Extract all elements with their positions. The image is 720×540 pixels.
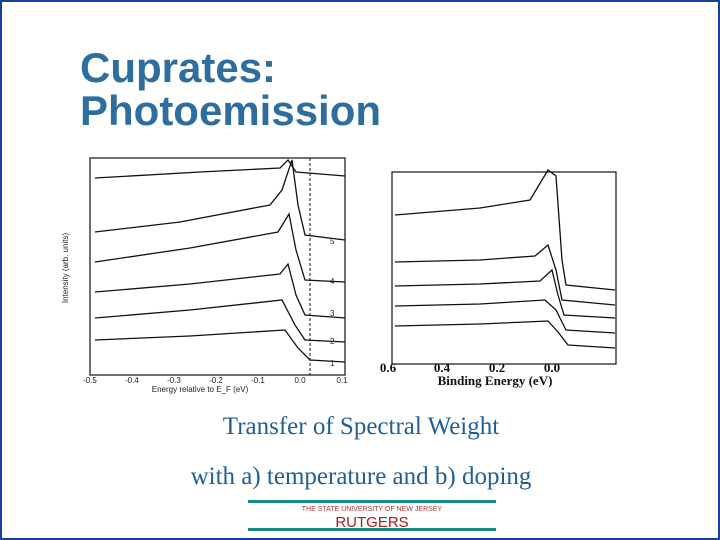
y-axis-label: Intensity (arb. units)	[61, 233, 70, 304]
plot-frame	[391, 171, 617, 365]
x-tick-label: 0.6	[380, 360, 397, 375]
spectrum	[394, 243, 616, 306]
title-line: Photoemission	[80, 87, 381, 134]
caption: Transfer of Spectral Weight	[223, 413, 499, 440]
rutgers-logo: THE STATE UNIVERSITY OF NEW JERSEY RUTGE…	[248, 500, 496, 531]
logo-tagline: THE STATE UNIVERSITY OF NEW JERSEY	[302, 506, 443, 513]
x-tick-label: -0.5	[83, 376, 97, 385]
x-axis-label: Binding Energy (eV)	[438, 373, 553, 388]
spectrum	[394, 268, 616, 319]
spectrum	[394, 169, 616, 291]
x-tick-label: -0.2	[209, 376, 223, 385]
spectrum	[394, 299, 616, 334]
x-tick-label: -0.4	[125, 376, 139, 385]
x-axis-label: Energy relative to E_F (eV)	[152, 385, 249, 394]
figure-a: Intensity (arb. units) 5 4 3 2 1 -0.5 -0…	[61, 157, 348, 394]
spectrum	[394, 320, 616, 349]
logo-rule	[248, 528, 496, 531]
logo-name: RUTGERS	[335, 514, 408, 531]
curve-label: 2	[330, 337, 335, 346]
curve-label: 4	[330, 277, 335, 286]
x-tick-label: 0.1	[336, 376, 348, 385]
x-tick-label: 0.0	[544, 360, 560, 375]
spectrum	[94, 262, 346, 319]
spectrum	[94, 159, 346, 241]
spectrum	[94, 158, 346, 179]
spectrum	[94, 212, 346, 283]
spectrum	[94, 329, 346, 363]
spectrum	[94, 299, 346, 343]
title-line: Cuprates:	[80, 44, 276, 91]
x-tick-label: 0.4	[434, 360, 451, 375]
plot-frame	[89, 157, 346, 376]
x-tick-label: -0.3	[167, 376, 181, 385]
curve-label: 1	[330, 359, 335, 368]
x-tick-label: 0.2	[489, 360, 505, 375]
caption: with a) temperature and b) doping	[191, 463, 532, 490]
logo-rule	[248, 500, 496, 503]
figure-b: 0.6 0.4 0.2 0.0 Binding Energy (eV)	[380, 169, 617, 388]
curve-label: 3	[330, 309, 335, 318]
x-tick-label: 0.0	[294, 376, 306, 385]
curve-label: 5	[330, 237, 335, 246]
x-tick-label: -0.1	[251, 376, 265, 385]
